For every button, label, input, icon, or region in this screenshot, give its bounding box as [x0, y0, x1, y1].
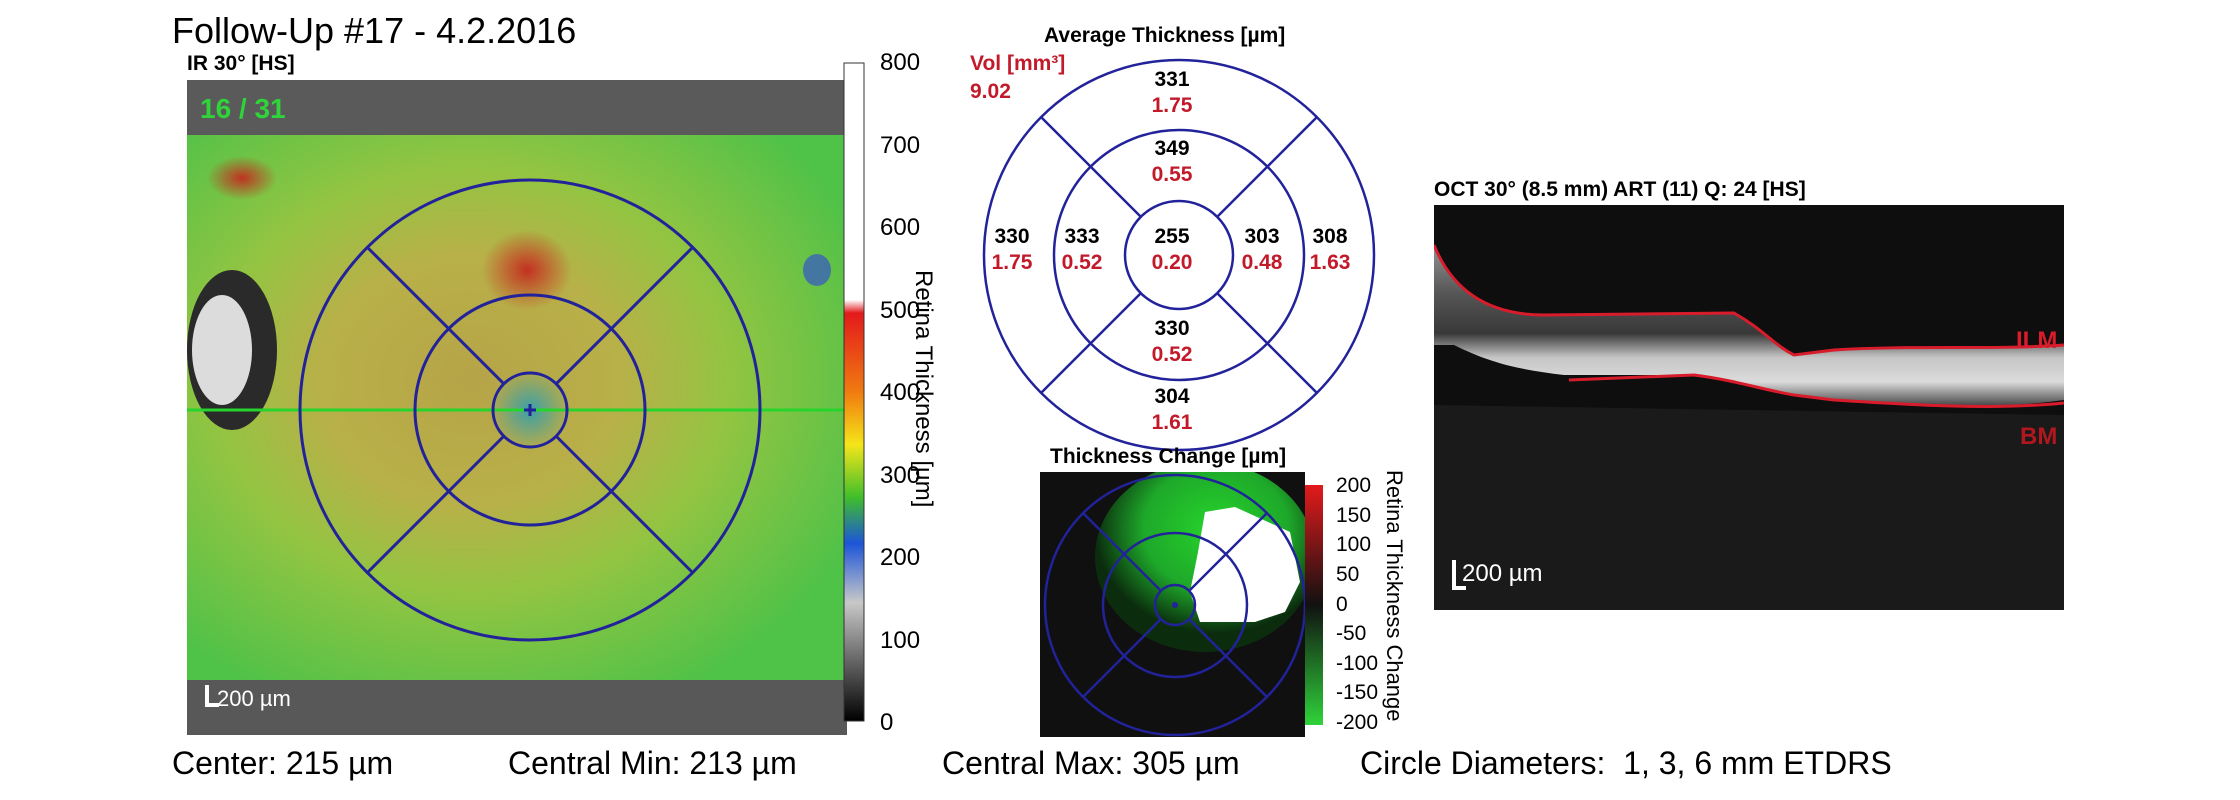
- change-tick-label: -50: [1336, 622, 1367, 646]
- colorbar-tick-label: 200: [880, 544, 921, 571]
- volume-label: Vol [mm³]: [970, 52, 1066, 75]
- sector-volume-outer-left: 1.75: [991, 251, 1033, 274]
- colorbar-tick-label: 500: [880, 296, 921, 324]
- scale-bar-foot: [205, 703, 219, 707]
- ir-scale-bar-label: 200 µm: [217, 686, 291, 711]
- change-tick-label: 200: [1336, 474, 1372, 497]
- change-colorbar: [1305, 485, 1323, 725]
- sector-volume-outer-bottom: 1.61: [1151, 411, 1193, 434]
- colorbar-axis-label: Retina Thickness [µm]: [910, 270, 937, 508]
- central-min: Central Min: 213 µm: [508, 745, 797, 781]
- sector-thickness-outer-top: 331: [1154, 68, 1190, 91]
- change-tick-label: -200: [1336, 711, 1379, 734]
- frame-counter: 16 / 31: [200, 93, 286, 124]
- colorbar-tick-label: 100: [880, 626, 921, 654]
- avg-thickness-title: Average Thickness [µm]: [1044, 24, 1286, 47]
- oct-bscan[interactable]: [1434, 205, 2064, 610]
- sector-thickness-outer-right: 308: [1312, 225, 1348, 248]
- ir-thickness-map[interactable]: [187, 80, 847, 735]
- thickness-change-map[interactable]: [1040, 472, 1305, 737]
- colorbar-tick-label: 400: [880, 379, 921, 406]
- sector-volume-outer-right: 1.63: [1309, 251, 1351, 274]
- sector-volume-inner-bottom: 0.52: [1151, 343, 1193, 366]
- bm-label: BM: [2020, 423, 2058, 450]
- change-tick-label: 0: [1336, 592, 1348, 616]
- colorbar-tick-label: 0: [880, 709, 894, 736]
- colorbar-tick-label: 700: [880, 131, 921, 159]
- colorbar-tick-label: 600: [880, 214, 921, 241]
- change-tick-label: -150: [1336, 681, 1379, 705]
- thickness-change-title: Thickness Change [µm]: [1050, 445, 1287, 468]
- total-volume-value: 9.02: [970, 80, 1011, 103]
- sector-volume-center: 0.20: [1151, 251, 1193, 274]
- sector-volume-inner-left: 0.52: [1061, 251, 1103, 274]
- circle-diameters: Circle Diameters: 1, 3, 6 mm ETDRS: [1360, 745, 1892, 781]
- sector-thickness-inner-left: 333: [1064, 225, 1100, 248]
- change-tick-label: -100: [1336, 651, 1379, 675]
- sector-volume-inner-right: 0.48: [1241, 251, 1283, 274]
- sector-thickness-center: 255: [1154, 225, 1190, 248]
- sector-thickness-inner-right: 303: [1244, 225, 1280, 248]
- sector-thickness-outer-left: 330: [994, 225, 1030, 248]
- colorbar-tick-label: 300: [880, 461, 921, 489]
- thickness-colorbar: [843, 62, 865, 722]
- sector-volume-outer-top: 1.75: [1151, 94, 1193, 117]
- center-thickness: Center: 215 µm: [172, 745, 394, 781]
- central-max: Central Max: 305 µm: [942, 745, 1240, 781]
- change-axis-label: Retina Thickness Change: [1382, 470, 1407, 722]
- oct-panel-label: OCT 30° (8.5 mm) ART (11) Q: 24 [HS]: [1434, 178, 1806, 201]
- change-tick-label: 100: [1336, 533, 1372, 557]
- ir-panel-label: IR 30° [HS]: [187, 52, 295, 75]
- page-title: Follow-Up #17 - 4.2.2016: [172, 10, 577, 51]
- ilm-label: ILM: [2016, 327, 2058, 354]
- change-tick-label: 50: [1336, 562, 1360, 586]
- sector-thickness-outer-bottom: 304: [1154, 385, 1190, 408]
- colorbar-tick-label: 800: [880, 49, 921, 76]
- sector-thickness-inner-top: 349: [1154, 137, 1190, 160]
- sector-thickness-inner-bottom: 330: [1154, 317, 1190, 340]
- oct-scale-bar-label: 200 µm: [1462, 560, 1543, 587]
- etdrs-grid: [982, 58, 1376, 452]
- scale-bar-mark: [205, 685, 209, 707]
- change-tick-label: 150: [1336, 503, 1372, 527]
- sector-volume-inner-top: 0.55: [1151, 163, 1193, 186]
